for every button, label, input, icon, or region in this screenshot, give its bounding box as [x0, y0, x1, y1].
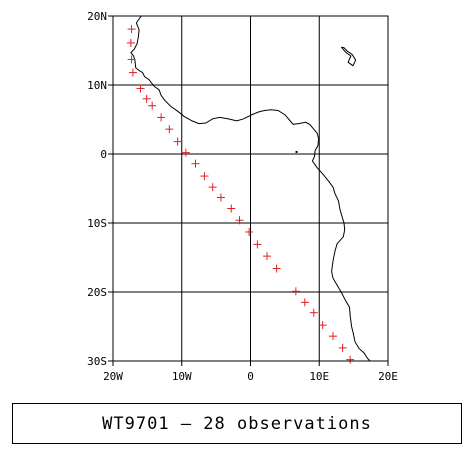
graticule: [112, 15, 389, 362]
observation-marker: [300, 298, 309, 307]
observation-marker: [318, 321, 327, 330]
longitude-ticks: 20W 10W 0 10E 20E: [103, 361, 398, 383]
observation-marker: [181, 148, 190, 157]
caption-box: WT9701 — 28 observations: [12, 403, 462, 444]
observation-marker: [309, 308, 318, 317]
caption-text: WT9701 — 28 observations: [102, 413, 372, 434]
observation-marker: [136, 84, 145, 93]
lat-tick-label: 10N: [87, 79, 107, 92]
observation-marker: [253, 240, 262, 249]
observation-marker: [346, 355, 355, 364]
observation-marker: [127, 55, 136, 64]
lon-tick-label: 10E: [309, 370, 329, 383]
africa-coastline: [130, 15, 371, 362]
lake-outline: [340, 46, 357, 67]
lon-tick-label: 0: [247, 370, 254, 383]
observation-marker: [173, 137, 182, 146]
observation-marker: [142, 94, 151, 103]
observation-marker: [216, 193, 225, 202]
latitude-ticks: 20N 10N 0 10S 20S 30S: [87, 10, 113, 368]
lat-tick-label: 30S: [87, 355, 107, 368]
lat-tick-label: 20N: [87, 10, 107, 23]
lat-tick-label: 10S: [87, 217, 107, 230]
observation-marker: [157, 113, 166, 122]
observation-marker: [165, 125, 174, 134]
observation-marker: [128, 68, 137, 77]
observation-marker: [338, 343, 347, 352]
lon-tick-label: 20W: [103, 370, 123, 383]
observation-marker: [127, 25, 136, 34]
observation-marker: [245, 227, 254, 236]
observation-marker: [200, 172, 209, 181]
observation-marker: [329, 332, 337, 341]
observation-marker: [191, 159, 200, 168]
lon-tick-label: 10W: [172, 370, 192, 383]
island-dot: [295, 150, 298, 153]
observation-markers: [126, 25, 355, 364]
lat-tick-label: 20S: [87, 286, 107, 299]
observation-marker: [272, 264, 281, 273]
lon-tick-label: 20E: [378, 370, 398, 383]
observation-marker: [126, 38, 135, 47]
observation-marker: [235, 216, 244, 225]
observation-marker: [291, 287, 300, 296]
coastline: [130, 15, 371, 362]
observation-marker: [148, 101, 157, 110]
observation-marker: [208, 183, 217, 192]
map-chart: 20W 10W 0 10E 20E 20N 10N 0 10S 20S 30S: [87, 10, 398, 383]
lat-tick-label: 0: [100, 148, 107, 161]
observation-marker: [227, 204, 236, 213]
observation-marker: [263, 252, 271, 261]
